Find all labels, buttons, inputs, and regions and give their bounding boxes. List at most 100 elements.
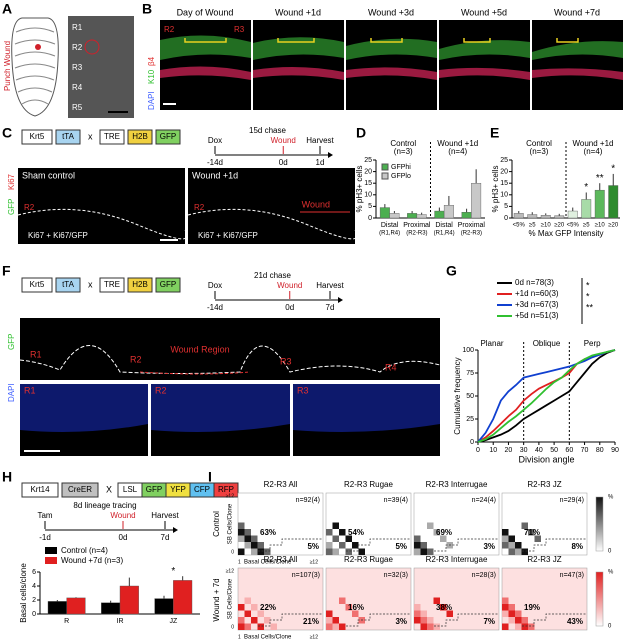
percent-label: 16% [348, 603, 364, 612]
heatmap-cell [244, 623, 251, 630]
x-axis-label: Basal Cells/Clone [244, 560, 292, 566]
key-label: Ki67 + Ki67/GFP [28, 231, 88, 240]
percent-label: 54% [348, 528, 364, 537]
y-tick-label: 25 [500, 157, 508, 164]
x-tick-label: <5% [567, 223, 580, 229]
heatmap-cell [326, 548, 333, 555]
construct-label: Krt14 [30, 485, 50, 494]
heatmap-cell [440, 604, 447, 611]
heatmap-cell [414, 535, 421, 542]
zone-label: Oblique [533, 339, 561, 348]
construct-box [21, 129, 53, 145]
construct-box [61, 482, 99, 498]
y-tick-label: 75 [466, 370, 474, 377]
threshold-line [346, 613, 410, 627]
construct-box [21, 277, 53, 293]
bar [554, 215, 565, 219]
heatmap-cell [352, 610, 359, 617]
event-label: Harvest [316, 281, 344, 290]
ridge-label: R1 [30, 349, 42, 359]
stain-label: GFP [7, 334, 16, 350]
legend-label: +1d n=60(3) [515, 289, 559, 298]
heatmap-cell [534, 535, 541, 542]
x-tick-label: ≥10 [541, 223, 552, 229]
micrograph [160, 20, 251, 110]
x-tick-sublabel: (R1,R4) [434, 231, 455, 237]
ridge-lines [14, 27, 56, 105]
legend-label: Control (n=4) [61, 546, 108, 555]
wound-line [139, 371, 251, 375]
event-label: Tam [37, 511, 52, 520]
event-label: Dox [208, 281, 222, 290]
stain-label: GFP [7, 199, 16, 215]
time-tick: 0d [119, 533, 128, 542]
bar [527, 214, 538, 219]
side-label: Punch Wound [3, 41, 12, 91]
x-tick-label: JZ [169, 618, 178, 625]
time-tick: 0d [285, 303, 294, 312]
bracket [556, 38, 579, 43]
clone-count: n=28(3) [472, 572, 496, 579]
construct-box [99, 277, 125, 293]
panel-letter: C [2, 125, 12, 141]
group-n: (n=4) [584, 147, 603, 156]
heatmap-cell [257, 610, 264, 617]
percent-label: 19% [524, 603, 540, 612]
frame-title: Day of Wound [177, 7, 234, 17]
heatmap-cell [508, 617, 515, 624]
palate-image [68, 16, 134, 118]
y-axis-label: % pH3+ cells [355, 166, 364, 213]
heatmap-cell [332, 522, 339, 529]
percent-label: 38% [436, 603, 452, 612]
heatmap-cell [345, 535, 352, 542]
percent-label: 8% [571, 542, 583, 551]
heatmap-cell [332, 548, 339, 555]
x-tick-sublabel: (R1,R4) [379, 231, 400, 237]
time-tick: -14d [207, 303, 223, 312]
tissue [151, 384, 290, 432]
heatmap-cell [508, 604, 515, 611]
heatmap-cell [270, 623, 277, 630]
chase-label: 15d chase [249, 126, 286, 135]
x-tick-label: 70 [581, 447, 589, 454]
heatmap-cell [244, 542, 251, 549]
y-axis-label: % pH3+ cells [491, 166, 500, 213]
heatmap-cell [332, 623, 339, 630]
heatmap-cell [244, 529, 251, 536]
heatmap-cell [515, 617, 522, 624]
bar [443, 205, 454, 219]
heatmap-cell [264, 617, 271, 624]
heatmap-cell [238, 522, 245, 529]
heatmap-cell [427, 522, 434, 529]
green-layer [253, 37, 344, 60]
construct-box [21, 482, 59, 498]
x-axis-label: Division angle [518, 454, 574, 464]
heatmap-cell [515, 548, 522, 555]
x-tick-sublabel: (R2-R3) [406, 231, 427, 237]
colorbar-label: 0 [608, 549, 612, 555]
construct-label: LSL [123, 485, 138, 494]
significance: * [611, 164, 615, 175]
bar [461, 211, 472, 219]
heatmap-cell [326, 529, 333, 536]
heatmap-cell [345, 604, 352, 611]
construct-box [155, 277, 181, 293]
group-title: Control [390, 139, 416, 148]
x-tick-sublabel: (R2-R3) [461, 231, 482, 237]
bar [513, 213, 524, 219]
heatmap-cell [257, 548, 264, 555]
axis-label: 1 [238, 634, 241, 640]
construct-label: TRE [104, 132, 120, 141]
heatmap-cell [521, 623, 528, 630]
heatmap-cell [244, 535, 251, 542]
x-tick-label: 90 [611, 447, 619, 454]
significance: * [584, 182, 588, 193]
heatmap-title: R2-R3 Interrugae [426, 555, 488, 564]
percent-label: 43% [567, 617, 583, 626]
heatmap-cell [257, 623, 264, 630]
heatmap-cell [414, 542, 421, 549]
ridge-label: R3 [234, 25, 245, 34]
time-tick: 0d [279, 158, 288, 167]
heatmap-cell [515, 542, 522, 549]
